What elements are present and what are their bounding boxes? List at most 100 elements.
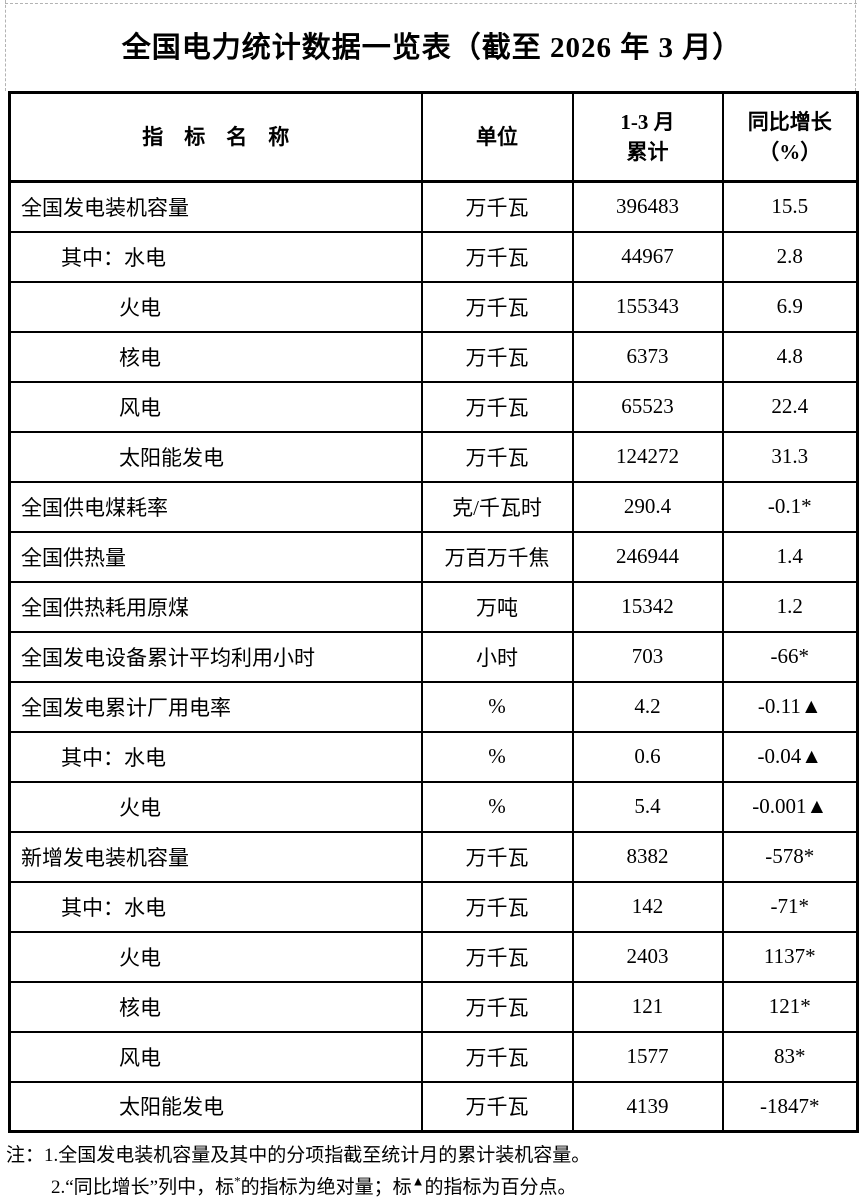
col-header-period-total: 1-3 月 累计	[571, 91, 724, 183]
value-cell: 6373	[571, 330, 724, 383]
value-cell: 155343	[571, 280, 724, 333]
indicator-name-cell: 火电	[8, 780, 423, 833]
growth-cell: -0.04▲	[721, 730, 859, 783]
table-row: 风电 万千瓦 65523 22.4	[8, 380, 859, 433]
text-boundary-left	[5, 0, 6, 91]
table-row: 全国发电装机容量 万千瓦 396483 15.5	[8, 180, 859, 233]
growth-cell: -578*	[721, 830, 859, 883]
table-row: 全国供电煤耗率 克/千瓦时 290.4 -0.1*	[8, 480, 859, 533]
value-cell: 15342	[571, 580, 724, 633]
growth-cell: -1847*	[721, 1080, 859, 1133]
indicator-name-cell: 全国发电装机容量	[8, 180, 423, 233]
unit-cell: 万千瓦	[420, 1030, 574, 1083]
value-cell: 8382	[571, 830, 724, 883]
col-header-unit: 单位	[420, 91, 574, 183]
value-cell: 121	[571, 980, 724, 1033]
unit-cell: 克/千瓦时	[420, 480, 574, 533]
col-header-period-line1: 1-3 月	[620, 110, 675, 134]
col-header-growth-line2: （%）	[758, 140, 822, 164]
table-row: 全国发电累计厂用电率% 4.2 -0.11▲	[8, 680, 859, 733]
indicator-name-cell: 全国发电设备累计平均利用小时	[8, 630, 423, 683]
table-row: 其中：水电 万千瓦 142 -71*	[8, 880, 859, 933]
triangle-mark: ▲	[411, 1173, 425, 1189]
unit-cell: 万千瓦	[420, 280, 574, 333]
unit-cell: 万千瓦	[420, 880, 574, 933]
col-header-period-line2: 累计	[626, 140, 669, 164]
growth-cell: 2.8	[721, 230, 859, 283]
table-row: 火电% 5.4 -0.001▲	[8, 780, 859, 833]
unit-cell: 万千瓦	[420, 930, 574, 983]
growth-cell: 1.4	[721, 530, 859, 583]
table-row: 火电 万千瓦 155343 6.9	[8, 280, 859, 333]
table-row: 全国供热耗用原煤 万吨 15342 1.2	[8, 580, 859, 633]
value-cell: 1577	[571, 1030, 724, 1083]
growth-cell: 121*	[721, 980, 859, 1033]
unit-cell: 万千瓦	[420, 180, 574, 233]
indicator-name-cell: 新增发电装机容量	[8, 830, 423, 883]
unit-cell: 万千瓦	[420, 1080, 574, 1133]
value-cell: 703	[571, 630, 724, 683]
indicator-name-cell: 全国供热量	[8, 530, 423, 583]
value-cell: 65523	[571, 380, 724, 433]
growth-cell: 6.9	[721, 280, 859, 333]
table-row: 其中：水电% 0.6 -0.04▲	[8, 730, 859, 783]
text-boundary-right	[855, 0, 856, 91]
unit-cell: 万千瓦	[420, 330, 574, 383]
page-title: 全国电力统计数据一览表（截至 2026 年 3 月）	[121, 32, 743, 64]
growth-cell: 22.4	[721, 380, 859, 433]
growth-cell: 15.5	[721, 180, 859, 233]
indicator-name-cell: 全国供热耗用原煤	[8, 580, 423, 633]
col-header-yoy-growth: 同比增长 （%）	[721, 91, 859, 183]
indicator-name-cell: 火电	[8, 280, 423, 333]
growth-cell: 4.8	[721, 330, 859, 383]
table-row: 太阳能发电 万千瓦 4139 -1847*	[8, 1080, 859, 1133]
growth-cell: -71*	[721, 880, 859, 933]
growth-cell: -0.001▲	[721, 780, 859, 833]
growth-cell: -66*	[721, 630, 859, 683]
indicator-name-cell: 全国发电累计厂用电率	[8, 680, 423, 733]
unit-cell: 万千瓦	[420, 230, 574, 283]
value-cell: 44967	[571, 230, 724, 283]
value-cell: 4.2	[571, 680, 724, 733]
unit-cell: 万千瓦	[420, 380, 574, 433]
indicator-name-cell: 其中：水电	[8, 880, 423, 933]
statistics-table: 指 标 名 称 单位 1-3 月 累计 同比增长 （%） 全国发电装机容量 万千瓦…	[8, 91, 859, 1133]
value-cell: 246944	[571, 530, 724, 583]
table-row: 全国供热量 万百万千焦 246944 1.4	[8, 530, 859, 583]
table-row: 火电 万千瓦 2403 1137*	[8, 930, 859, 983]
table-row: 风电 万千瓦 1577 83*	[8, 1030, 859, 1083]
value-cell: 4139	[571, 1080, 724, 1133]
table-row: 全国发电设备累计平均利用小时 小时 703 -66*	[8, 630, 859, 683]
footnote-2-text: 的指标为百分点。	[424, 1177, 577, 1198]
indicator-name-cell: 全国供电煤耗率	[8, 480, 423, 533]
text-boundary-top	[5, 3, 857, 4]
value-cell: 124272	[571, 430, 724, 483]
indicator-name-cell: 核电	[8, 330, 423, 383]
unit-cell: 万吨	[420, 580, 574, 633]
footnotes: 注：1.全国发电装机容量及其中的分项指截至统计月的累计装机容量。 2.“同比增长…	[0, 1140, 864, 1204]
value-cell: 2403	[571, 930, 724, 983]
unit-cell: %	[420, 680, 574, 733]
unit-cell: 小时	[420, 630, 574, 683]
indicator-name-cell: 其中：水电	[8, 730, 423, 783]
value-cell: 396483	[571, 180, 724, 233]
table-row: 核电 万千瓦 6373 4.8	[8, 330, 859, 383]
growth-cell: 83*	[721, 1030, 859, 1083]
indicator-name-cell: 核电	[8, 980, 423, 1033]
header-row: 指 标 名 称 单位 1-3 月 累计 同比增长 （%）	[8, 91, 859, 183]
indicator-name-cell: 风电	[8, 1030, 423, 1083]
indicator-name-cell: 太阳能发电	[8, 1080, 423, 1133]
col-header-growth-line1: 同比增长	[747, 110, 832, 134]
footnote-2: 2.“同比增长”列中，标*的指标为绝对量；标▲的指标为百分点。	[0, 1172, 864, 1204]
value-cell: 290.4	[571, 480, 724, 533]
value-cell: 0.6	[571, 730, 724, 783]
unit-cell: %	[420, 730, 574, 783]
value-cell: 5.4	[571, 780, 724, 833]
footnote-1: 注：1.全国发电装机容量及其中的分项指截至统计月的累计装机容量。	[6, 1145, 591, 1166]
table-row: 其中：水电 万千瓦 44967 2.8	[8, 230, 859, 283]
growth-cell: 31.3	[721, 430, 859, 483]
unit-cell: 万百万千焦	[420, 530, 574, 583]
footnote-2-text: 2.“同比增长”列中，标	[51, 1177, 235, 1198]
growth-cell: -0.11▲	[721, 680, 859, 733]
unit-cell: 万千瓦	[420, 430, 574, 483]
